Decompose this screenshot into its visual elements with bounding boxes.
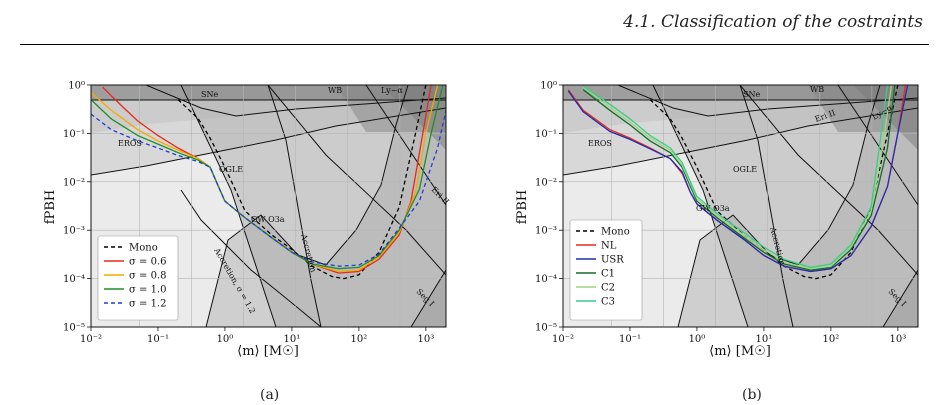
constraint-regions bbox=[563, 85, 918, 327]
gw-region bbox=[206, 85, 446, 327]
constraint-lines bbox=[91, 85, 446, 327]
accretion-steep-line bbox=[267, 85, 322, 327]
y-tick-label: 10⁻³ bbox=[535, 226, 557, 237]
x-tick-label: 10⁰ bbox=[217, 334, 234, 345]
legend-items: Mono NL USR C1 C2 C3 bbox=[576, 227, 630, 308]
x-tick-label: 10⁻¹ bbox=[619, 334, 641, 345]
sne-band bbox=[91, 85, 446, 100]
x-tick-label: 10² bbox=[351, 334, 368, 345]
legend: Mono σ = 0.6 σ = 0.8 σ = 1.0 σ = 1.2 bbox=[97, 235, 179, 321]
series-line bbox=[582, 85, 893, 270]
y-axis-label: fPBH bbox=[515, 190, 530, 224]
accretion-steep-line bbox=[739, 85, 794, 327]
gw-line bbox=[205, 85, 409, 327]
legend-label: σ = 1.2 bbox=[129, 299, 166, 310]
page-header: 4.1. Classification of the costraints bbox=[623, 12, 923, 32]
series-line bbox=[582, 85, 889, 269]
legend-label: Mono bbox=[601, 227, 630, 238]
erill-line bbox=[837, 85, 918, 206]
constraint-label-wb: WB bbox=[810, 85, 824, 94]
caption-a: (a) bbox=[260, 387, 280, 403]
accretion-sigma-line bbox=[180, 189, 322, 327]
y-tick-label: 10⁻¹ bbox=[63, 129, 85, 140]
constraint-label-sne: SNe bbox=[201, 90, 218, 99]
segi-line bbox=[882, 269, 918, 327]
legend-label: σ = 0.6 bbox=[129, 257, 166, 268]
legend-label: C2 bbox=[601, 283, 615, 294]
grid bbox=[91, 85, 446, 327]
x-tick-label: 10³ bbox=[417, 334, 434, 345]
series-layer bbox=[91, 85, 446, 280]
constraint-label-ogle: OGLE bbox=[219, 165, 243, 174]
sne-band bbox=[563, 85, 918, 100]
y-tick-label: 10⁻² bbox=[63, 177, 85, 188]
y-tick-label: 10⁰ bbox=[540, 81, 557, 92]
caption-b: (b) bbox=[742, 387, 762, 403]
legend-label: σ = 1.0 bbox=[129, 285, 166, 296]
constraint-label-ogle: OGLE bbox=[733, 165, 757, 174]
series-line bbox=[177, 85, 427, 280]
series-line bbox=[91, 110, 446, 267]
x-tick-label: 10⁻¹ bbox=[147, 334, 169, 345]
y-tick-label: 10⁻¹ bbox=[535, 129, 557, 140]
constraint-label-gw-o3a: GW O3a bbox=[251, 215, 285, 224]
constraint-label-gw-o3a: GW O3a bbox=[696, 204, 730, 213]
x-axis-label: ⟨m⟩ [M☉] bbox=[709, 344, 771, 359]
chart-right: 10⁻² 10⁻¹ 10⁰ 10¹ 10² 10³ 10⁻⁵ 10⁻⁴ 10⁻³ 10⁻² 10⁻¹… bbox=[515, 81, 919, 359]
eros-line bbox=[617, 85, 918, 117]
legend-items: Mono σ = 0.6 σ = 0.8 σ = 1.0 σ = 1.2 bbox=[104, 243, 166, 310]
wb-line bbox=[267, 85, 446, 276]
constraint-label-eros: EROS bbox=[588, 139, 612, 148]
x-axis-label: ⟨m⟩ [M☉] bbox=[237, 344, 299, 359]
gw-region bbox=[678, 85, 918, 327]
ogle-line bbox=[563, 107, 918, 176]
constraint-label-lyalpha: Ly−α bbox=[381, 86, 403, 95]
axis-ticks: 10⁻² 10⁻¹ 10⁰ 10¹ 10² 10³ 10⁻⁵ 10⁻⁴ 10⁻³ 10⁻² 10⁻¹… bbox=[63, 81, 434, 346]
x-tick-label: 10⁻² bbox=[80, 334, 102, 345]
series-line bbox=[582, 85, 896, 271]
axis-ticks: 10⁻² 10⁻¹ 10⁰ 10¹ 10² 10³ 10⁻⁵ 10⁻⁴ 10⁻³ 10⁻² 10⁻¹… bbox=[535, 81, 906, 346]
legend-label: C1 bbox=[601, 269, 615, 280]
y-tick-label: 10⁻⁵ bbox=[535, 323, 557, 334]
accretion-line bbox=[652, 85, 749, 327]
series-line bbox=[567, 85, 909, 273]
accretion-line bbox=[180, 85, 277, 327]
ogle-line bbox=[91, 107, 446, 176]
x-tick-label: 10² bbox=[823, 334, 840, 345]
y-tick-label: 10⁻³ bbox=[63, 226, 85, 237]
legend-label: Mono bbox=[129, 243, 158, 254]
eros-line bbox=[145, 85, 446, 117]
legend-label: σ = 0.8 bbox=[129, 271, 166, 282]
y-tick-label: 10⁻⁴ bbox=[63, 274, 85, 285]
constraint-label-sne: SNe bbox=[743, 90, 760, 99]
y-axis-label: fPBH bbox=[43, 190, 58, 224]
erill-line bbox=[365, 85, 446, 206]
plot-frame bbox=[90, 84, 447, 328]
x-tick-label: 10¹ bbox=[284, 334, 301, 345]
header-rule bbox=[20, 44, 929, 45]
plot-frame bbox=[562, 84, 919, 328]
y-tick-label: 10⁻⁵ bbox=[63, 323, 85, 334]
constraint-label-eros: EROS bbox=[118, 139, 142, 148]
wb-line bbox=[739, 85, 918, 276]
legend-label: NL bbox=[601, 241, 617, 252]
x-tick-label: 10⁰ bbox=[689, 334, 706, 345]
x-tick-label: 10¹ bbox=[756, 334, 773, 345]
y-tick-label: 10⁻² bbox=[535, 177, 557, 188]
series-layer bbox=[567, 85, 909, 280]
y-tick-label: 10⁻⁴ bbox=[535, 274, 557, 285]
segi-line bbox=[410, 269, 446, 327]
constraint-label-wb: WB bbox=[328, 86, 342, 95]
legend: Mono NL USR C1 C2 C3 bbox=[569, 219, 643, 321]
legend-label: USR bbox=[601, 255, 624, 266]
x-tick-label: 10⁻² bbox=[552, 334, 574, 345]
legend-label: C3 bbox=[601, 297, 615, 308]
legend-box bbox=[97, 235, 179, 321]
x-tick-label: 10³ bbox=[889, 334, 906, 345]
chart-left: 10⁻² 10⁻¹ 10⁰ 10¹ 10² 10³ 10⁻⁵ 10⁻⁴ 10⁻³ 10⁻² 10⁻¹… bbox=[43, 81, 451, 360]
y-tick-label: 10⁰ bbox=[68, 81, 85, 92]
